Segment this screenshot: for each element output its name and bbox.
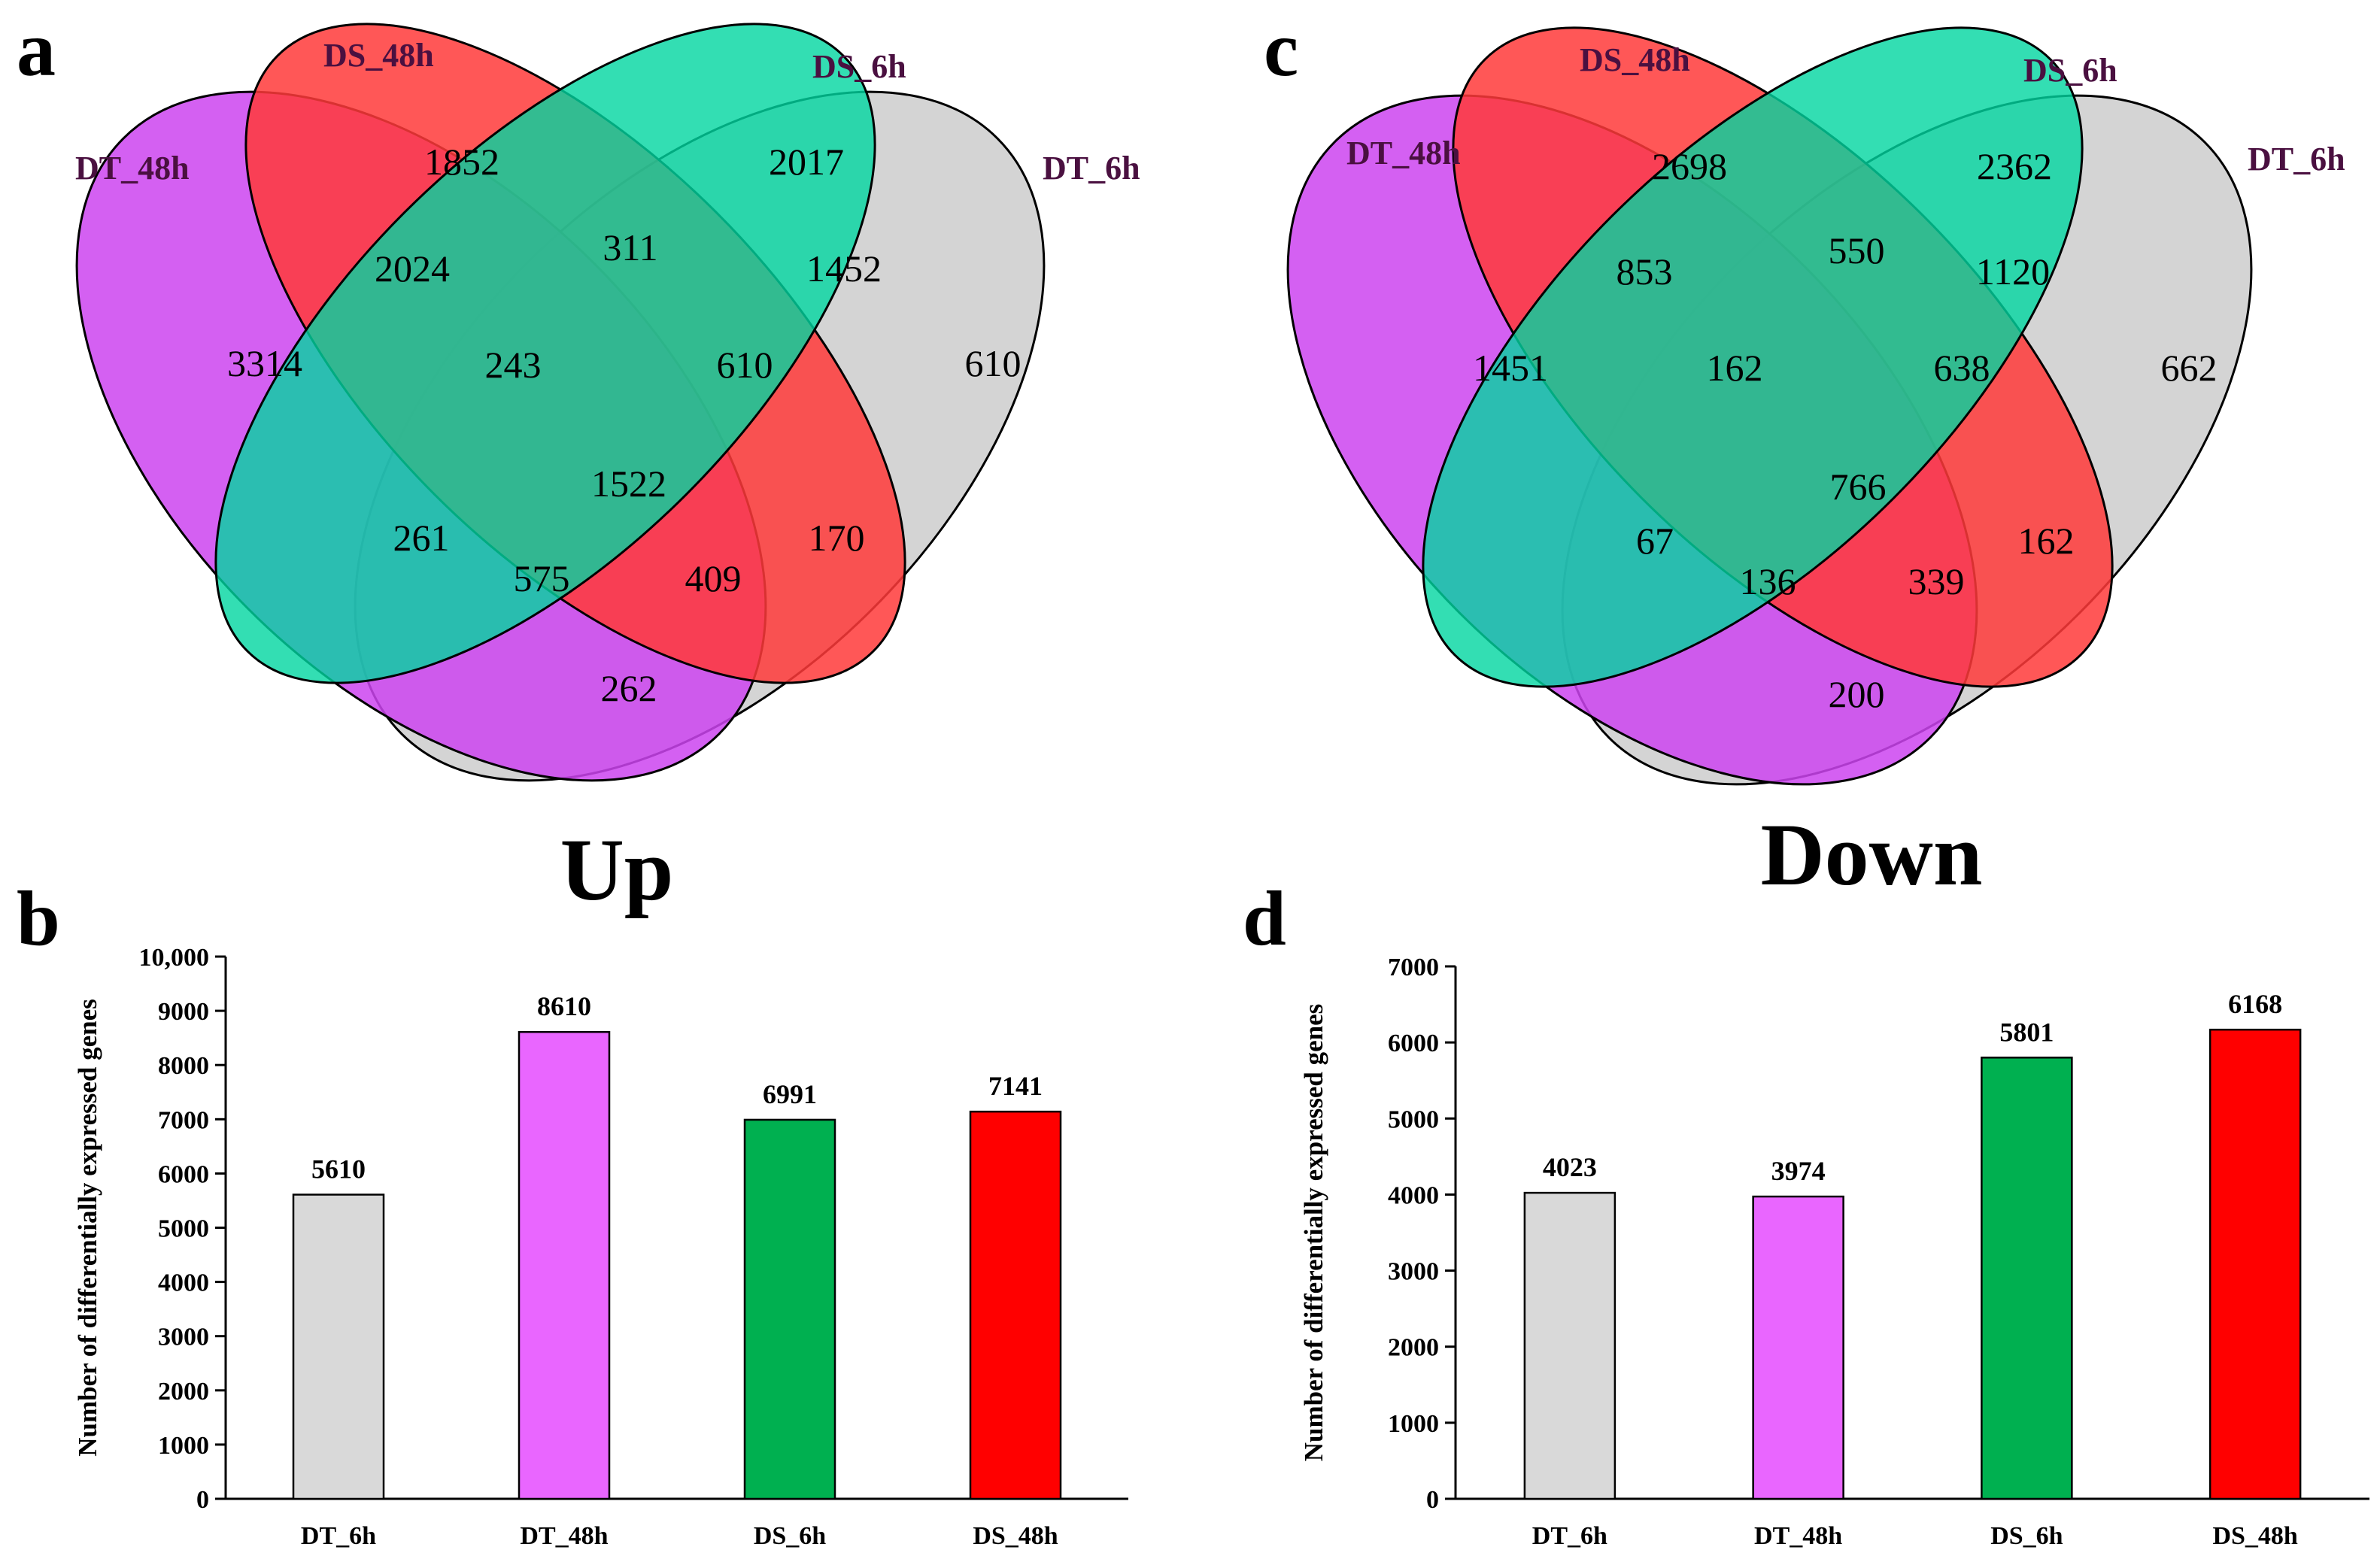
venn-up-counts: 3314 1852 2017 610 2024 311 1452 243 610… bbox=[227, 141, 1022, 709]
bar-DS_6h bbox=[743, 1118, 836, 1500]
x-tick-label: DT_48h bbox=[520, 1522, 608, 1550]
x-tick-label: DT_48h bbox=[1754, 1522, 1842, 1550]
bar-data-label: 7141 bbox=[988, 1071, 1043, 1101]
venn-up-count: 1452 bbox=[806, 247, 882, 290]
bar-DT_6h bbox=[1523, 1191, 1617, 1500]
venn-down-count: 766 bbox=[1830, 466, 1887, 508]
y-tick-label: 5000 bbox=[158, 1215, 209, 1243]
y-tick-label: 1000 bbox=[1388, 1410, 1439, 1438]
venn-down-label-dt6: DT_6h bbox=[2248, 141, 2345, 177]
bar-data-label: 6168 bbox=[2228, 989, 2282, 1019]
x-tick-label: DS_6h bbox=[1990, 1522, 2063, 1550]
venn-down-set-ds6 bbox=[1422, 26, 2084, 688]
y-tick-label: 8000 bbox=[158, 1052, 209, 1080]
y-tick-label: 0 bbox=[1426, 1486, 1439, 1514]
bar-DS_6h bbox=[1981, 1057, 2073, 1500]
panel-letter-d: d bbox=[1243, 875, 1286, 962]
venn-down-count: 1120 bbox=[1976, 250, 2050, 293]
y-tick-label: 7000 bbox=[158, 1106, 209, 1134]
y-tick-label: 5000 bbox=[1388, 1105, 1439, 1133]
venn-up-count: 1852 bbox=[424, 141, 499, 183]
y-tick-label: 9000 bbox=[158, 998, 209, 1026]
x-tick-label: DT_6h bbox=[1532, 1522, 1607, 1550]
venn-down-label-dt48: DT_48h bbox=[1346, 135, 1461, 171]
bar-data-label: 4023 bbox=[1543, 1152, 1597, 1182]
venn-up-count: 2024 bbox=[375, 247, 450, 290]
bar-data-label: 6991 bbox=[763, 1079, 817, 1109]
bar-data-label: 5610 bbox=[311, 1154, 366, 1184]
venn-up-count: 1522 bbox=[591, 463, 666, 505]
venn-up-count: 610 bbox=[965, 342, 1022, 384]
y-tick-label: 3000 bbox=[158, 1324, 209, 1351]
venn-down-count: 1451 bbox=[1473, 347, 1548, 389]
y-tick-label: 10,000 bbox=[139, 944, 210, 972]
venn-up-label-ds48: DS_48h bbox=[323, 37, 434, 74]
y-tick-label: 6000 bbox=[158, 1160, 209, 1188]
x-tick-label: DT_6h bbox=[301, 1522, 376, 1550]
venn-up-title: Up bbox=[560, 820, 674, 919]
venn-down-count: 2362 bbox=[1977, 145, 2052, 187]
y-tick-label: 4000 bbox=[158, 1269, 209, 1297]
y-tick-label: 3000 bbox=[1388, 1258, 1439, 1286]
x-tick-label: DS_6h bbox=[754, 1522, 826, 1550]
bar-DT_48h bbox=[1752, 1195, 1844, 1500]
venn-down-count: 662 bbox=[2161, 347, 2218, 389]
venn-down-count: 200 bbox=[1829, 673, 1885, 715]
y-tick-label: 0 bbox=[196, 1486, 209, 1514]
venn-up-label-dt48: DT_48h bbox=[75, 150, 190, 187]
bar-data-label: 8610 bbox=[537, 991, 591, 1021]
venn-up-count: 243 bbox=[485, 344, 542, 386]
venn-down-count: 136 bbox=[1740, 560, 1796, 602]
y-tick-label: 7000 bbox=[1388, 954, 1439, 981]
venn-diagram-down: DT_48h DS_48h DS_6h DT_6h 1451 2698 2362… bbox=[1286, 26, 2345, 904]
venn-up-count: 610 bbox=[717, 344, 773, 386]
y-tick-label: 2000 bbox=[1388, 1334, 1439, 1362]
venn-down-count: 2698 bbox=[1652, 145, 1727, 187]
x-tick-label: DS_48h bbox=[973, 1522, 1058, 1550]
bar-DS_48h bbox=[969, 1110, 1062, 1500]
y-tick-label: 2000 bbox=[158, 1378, 209, 1406]
venn-up-count: 262 bbox=[601, 667, 657, 709]
venn-down-title: Down bbox=[1760, 805, 1982, 904]
panel-letter-a: a bbox=[17, 6, 56, 93]
venn-down-count: 162 bbox=[2018, 520, 2075, 562]
bar-DS_48h bbox=[2208, 1028, 2302, 1500]
y-axis-title: Number of differentially expressed genes bbox=[73, 999, 102, 1457]
venn-up-count: 575 bbox=[514, 557, 570, 599]
x-tick-label: DS_48h bbox=[2212, 1522, 2297, 1550]
venn-up-ellipses bbox=[75, 23, 1046, 782]
bar-data-label: 3974 bbox=[1771, 1156, 1826, 1186]
venn-down-count: 550 bbox=[1829, 229, 1885, 271]
venn-up-label-dt6: DT_6h bbox=[1043, 150, 1140, 187]
bar-DT_48h bbox=[518, 1030, 611, 1500]
y-tick-label: 6000 bbox=[1388, 1030, 1439, 1057]
venn-down-ellipses bbox=[1286, 26, 2253, 786]
venn-down-count: 638 bbox=[1934, 347, 1990, 389]
venn-up-set-ds6 bbox=[214, 23, 876, 684]
bar-chart-up: 0 1000 2000 3000 4000 5000 6000 7000 8000 9000 10,… bbox=[73, 944, 1128, 1550]
panel-letter-b: b bbox=[17, 875, 60, 962]
venn-diagram-up: DT_48h DS_48h DS_6h DT_6h 3314 1852 2017… bbox=[75, 23, 1140, 919]
venn-down-count: 67 bbox=[1636, 520, 1674, 562]
venn-down-count: 162 bbox=[1707, 347, 1763, 389]
venn-up-count: 170 bbox=[809, 517, 865, 559]
venn-up-count: 2017 bbox=[769, 141, 844, 183]
venn-up-count: 261 bbox=[393, 517, 450, 559]
panel-letter-c: c bbox=[1264, 6, 1299, 93]
venn-down-counts: 1451 2698 2362 662 853 550 1120 162 638 … bbox=[1473, 145, 2218, 715]
venn-up-count: 3314 bbox=[227, 342, 302, 384]
venn-down-count: 339 bbox=[1908, 560, 1965, 602]
venn-down-count: 853 bbox=[1617, 250, 1673, 293]
venn-up-count: 311 bbox=[603, 226, 657, 268]
y-axis-title: Number of differentially expressed genes bbox=[1299, 1004, 1328, 1462]
bar-DT_6h bbox=[292, 1193, 385, 1500]
y-tick-label: 4000 bbox=[1388, 1181, 1439, 1209]
y-tick-label: 1000 bbox=[158, 1432, 209, 1460]
venn-up-label-ds6: DS_6h bbox=[812, 48, 906, 85]
bar-data-label: 5801 bbox=[1999, 1017, 2054, 1047]
venn-down-label-ds6: DS_6h bbox=[2023, 52, 2117, 89]
venn-down-label-ds48: DS_48h bbox=[1580, 41, 1690, 78]
venn-up-count: 409 bbox=[685, 557, 742, 599]
